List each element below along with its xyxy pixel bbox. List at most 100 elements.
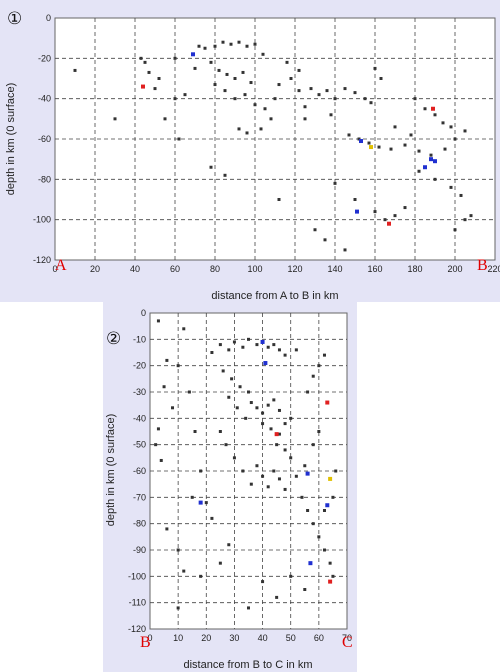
earthquake-point [453,228,457,232]
earthquake-point [249,482,253,486]
earthquake-point [303,588,307,591]
earthquake-point [165,527,169,531]
y-tick-label: -20 [38,53,51,63]
earthquake-point [353,198,357,201]
earthquake-point [379,77,383,80]
earthquake-point [334,469,338,473]
earthquake-point [197,44,201,48]
earthquake-point [223,89,227,93]
earthquake-point [469,214,473,218]
earthquake-point [173,56,177,60]
earthquake-point [300,495,304,499]
earthquake-point [429,157,433,162]
earthquake-point [233,77,237,80]
earthquake-point [269,117,273,121]
earthquake-point [323,238,327,242]
earthquake-point [223,173,227,177]
x-tick-label: 220 [487,264,500,274]
earthquake-point [311,522,315,526]
earthquake-point [275,595,279,599]
x-tick-label: 50 [286,633,296,643]
earthquake-point [209,60,213,64]
earthquake-point [113,117,117,121]
earthquake-point [143,60,147,64]
earthquake-point [274,432,279,437]
earthquake-point [260,339,265,344]
earthquake-point [417,169,421,173]
y-tick-label: -80 [38,174,51,184]
panel-2-number-label: ② [106,329,121,349]
x-tick-label: 80 [210,264,220,274]
earthquake-point [277,477,281,481]
earthquake-point [325,400,330,405]
earthquake-point [277,348,281,352]
earthquake-point [317,535,321,539]
earthquake-point [218,343,222,347]
earthquake-point [259,127,263,131]
earthquake-point [369,101,373,105]
earthquake-point [369,145,373,150]
earthquake-point [176,364,180,368]
earthquake-point [255,406,259,410]
y-tick-label: -120 [33,255,51,265]
earthquake-point [191,52,195,57]
earthquake-point [329,113,333,117]
y-tick-label: 0 [141,308,146,318]
earthquake-point [204,501,208,505]
x-tick-label: 40 [258,633,268,643]
earthquake-point [171,406,175,410]
earthquake-point [373,66,377,70]
earthquake-point [227,395,231,399]
earthquake-point [163,117,167,121]
panel-2-start-label: B [140,634,151,651]
earthquake-point [227,543,231,547]
earthquake-point [243,93,247,97]
panel-1-chart: 0 20 40 60 80 100 120 140 160 180 200 220 0 -20 -40 -60… [5,9,500,302]
earthquake-point [157,77,161,80]
x-tick-label: 20 [201,633,211,643]
earthquake-point [229,42,233,46]
earthquake-point [247,337,250,341]
y-tick-label: -60 [133,466,146,476]
earthquake-point [322,509,326,512]
earthquake-point [238,385,242,389]
earthquake-point [177,137,181,141]
earthquake-point [273,97,277,101]
earthquake-point [413,97,417,101]
earthquake-point [277,408,281,412]
earthquake-point [431,106,435,111]
panel-1-x-axis-label: distance from A to B in km [211,290,338,302]
earthquake-point [377,145,381,149]
earthquake-point [433,113,437,117]
y-tick-label: -100 [128,571,146,581]
earthquake-point [187,390,191,394]
earthquake-point [245,131,249,135]
earthquake-point [233,97,237,101]
earthquake-point [403,143,407,147]
earthquake-point [313,228,317,232]
earthquake-point [176,606,180,610]
earthquake-point [253,103,257,107]
earthquake-point [141,84,145,89]
earthquake-point [277,432,281,436]
earthquake-point [255,464,259,468]
earthquake-point [289,77,293,80]
earthquake-point [297,89,301,93]
earthquake-point [317,364,321,368]
earthquake-point [331,495,335,499]
earthquake-point [459,193,463,197]
earthquake-point [325,503,330,508]
earthquake-point [322,548,326,552]
earthquake-point [328,561,332,565]
earthquake-point [383,218,387,222]
earthquake-point [241,70,245,74]
earthquake-point [393,125,397,129]
earthquake-point [272,343,276,347]
earthquake-point [325,89,329,93]
earthquake-point [297,68,301,72]
earthquake-point [165,358,169,362]
earthquake-point [283,487,287,491]
earthquake-point [423,165,427,170]
earthquake-point [225,72,229,76]
